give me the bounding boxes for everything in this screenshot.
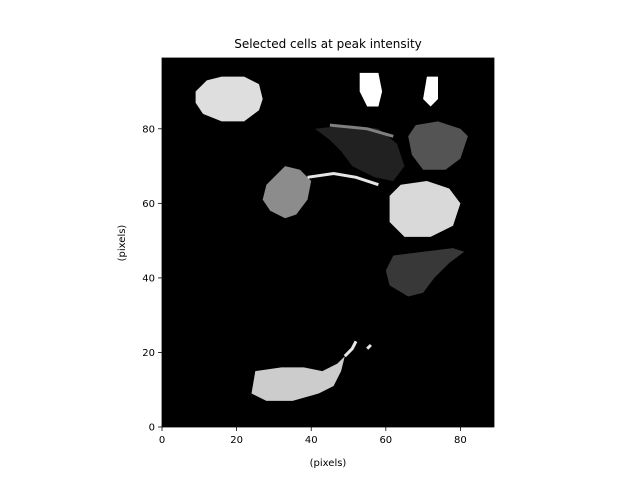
y-tick-label: 20: [142, 348, 155, 359]
x-tick-label: 40: [305, 435, 318, 446]
y-tick-label: 40: [142, 273, 155, 284]
y-tick-label: 0: [149, 423, 155, 434]
heatmap-streak-0: [307, 171, 379, 187]
heatmap-region-cell-mid-lower-right: [385, 248, 465, 297]
heatmap-streak-2: [343, 340, 358, 358]
x-tick-label: 20: [230, 435, 243, 446]
x-tick-label: 0: [159, 435, 165, 446]
heatmap-region-cell-mid-left: [262, 166, 312, 219]
heatmap-region-cell-mid-right: [389, 181, 461, 237]
heatmap-region-cell-top-right-white: [359, 72, 383, 107]
x-axis: 0 20 40 60 80: [159, 427, 467, 446]
heatmap-region-cell-top-right-white-small: [423, 76, 438, 107]
heatmap-streaks: [307, 123, 394, 358]
heatmap-region-cell-ring-upper-right: [408, 121, 468, 170]
x-axis-label: (pixels): [310, 458, 347, 469]
chart-title: Selected cells at peak intensity: [234, 37, 422, 51]
x-tick-label: 80: [454, 435, 467, 446]
y-tick-label: 60: [142, 199, 155, 210]
heatmap-streak-1: [329, 123, 394, 138]
y-tick-label: 80: [142, 124, 155, 135]
heatmap-region-cell-dark-upper: [314, 125, 405, 181]
x-tick-label: 60: [379, 435, 392, 446]
heatmap-streak-3: [366, 343, 372, 350]
heatmap-regions: [195, 72, 468, 401]
plot-frame: [161, 57, 495, 428]
plot-area: [161, 57, 495, 428]
y-axis: 0 20 40 60 80: [142, 124, 162, 434]
y-axis-label: (pixels): [117, 225, 128, 262]
heatmap-region-cell-bottom: [251, 356, 345, 401]
heatmap-region-cell-top-left: [195, 76, 263, 122]
